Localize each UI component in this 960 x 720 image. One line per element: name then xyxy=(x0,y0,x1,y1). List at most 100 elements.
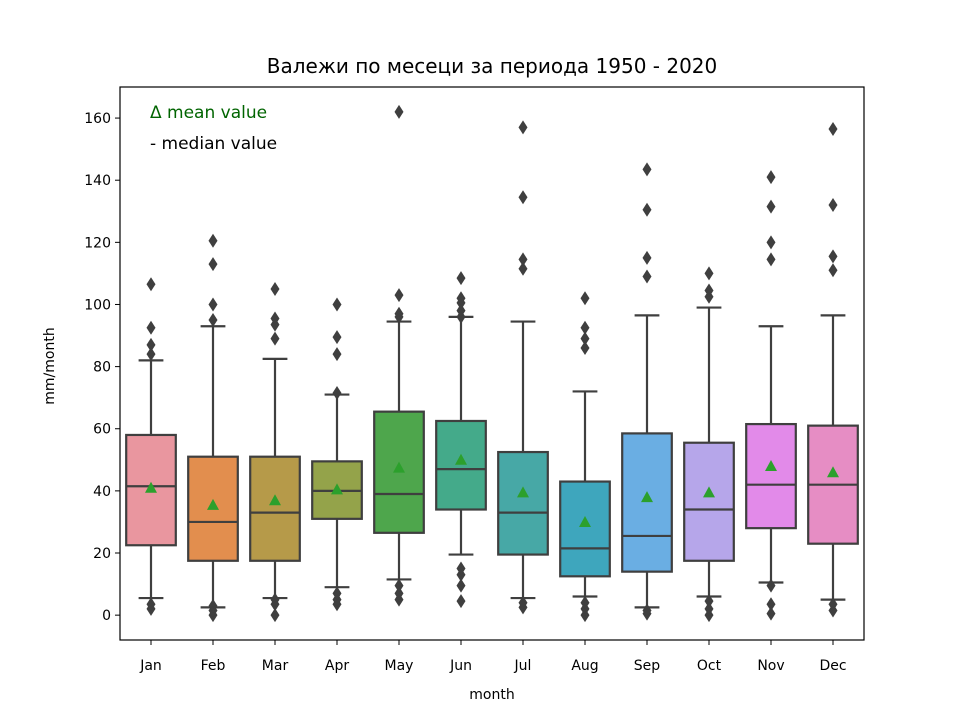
x-tick-label: Dec xyxy=(819,658,846,674)
legend-mean-annotation: Δ mean value xyxy=(150,103,267,123)
outlier-point xyxy=(394,306,404,321)
box-group-feb xyxy=(187,233,239,623)
outlier-point xyxy=(456,561,466,576)
outlier-point xyxy=(518,595,528,610)
outlier-point xyxy=(642,269,652,284)
y-tick-label: 60 xyxy=(93,422,111,438)
box-group-jan xyxy=(125,277,177,616)
x-tick-label: Jul xyxy=(514,658,532,674)
outlier-point xyxy=(828,121,838,136)
outlier-point xyxy=(518,261,528,276)
outlier-point xyxy=(456,303,466,318)
outlier-point xyxy=(704,266,714,281)
y-tick-label: 120 xyxy=(84,235,111,251)
outlier-point xyxy=(580,595,590,610)
outlier-point xyxy=(270,331,280,346)
y-tick-label: 160 xyxy=(84,111,111,127)
outlier-point xyxy=(394,586,404,601)
outlier-point xyxy=(642,603,652,618)
outlier-point xyxy=(828,263,838,278)
iqr-box xyxy=(621,432,673,573)
box-group-jun xyxy=(435,271,487,609)
outlier-point xyxy=(704,601,714,616)
outlier-point xyxy=(146,320,156,335)
y-tick-label: 100 xyxy=(84,297,111,313)
y-tick-label: 0 xyxy=(102,608,111,624)
outlier-point xyxy=(332,347,342,362)
y-tick-label: 20 xyxy=(93,546,111,562)
outlier-point xyxy=(704,283,714,298)
outlier-point xyxy=(208,233,218,248)
outlier-point xyxy=(270,592,280,607)
outlier-point xyxy=(580,320,590,335)
x-tick-label: Jun xyxy=(449,658,472,674)
box-group-may xyxy=(373,104,425,607)
y-axis: 0 20 40 60 80 100 120 140 160 xyxy=(84,111,120,624)
outlier-point xyxy=(580,291,590,306)
mean-marker xyxy=(517,486,529,498)
outlier-point xyxy=(580,340,590,355)
box-group-mar xyxy=(249,281,301,623)
mean-marker xyxy=(145,481,157,493)
outlier-point xyxy=(146,597,156,612)
outlier-point xyxy=(766,597,776,612)
iqr-box xyxy=(249,455,301,562)
outlier-point xyxy=(208,598,218,613)
outlier-point xyxy=(456,594,466,609)
box-group-oct xyxy=(683,266,735,623)
x-tick-label: Nov xyxy=(757,658,784,674)
x-tick-label: Apr xyxy=(325,658,349,674)
outlier-point xyxy=(518,120,528,135)
mean-marker xyxy=(579,515,591,527)
outlier-point xyxy=(580,331,590,346)
outlier-point xyxy=(642,250,652,265)
box-group-sep xyxy=(621,162,673,621)
box-group-dec xyxy=(807,121,859,618)
outlier-point xyxy=(394,288,404,303)
outlier-point xyxy=(456,578,466,593)
outlier-point xyxy=(332,386,342,401)
y-axis-label: mm/month xyxy=(42,327,58,404)
x-axis-label: month xyxy=(469,687,514,703)
outlier-point xyxy=(828,198,838,213)
box-group-nov xyxy=(745,170,797,621)
x-tick-label: Aug xyxy=(571,658,598,674)
mean-marker xyxy=(269,494,281,506)
outlier-point xyxy=(208,257,218,272)
outlier-point xyxy=(332,330,342,345)
y-tick-label: 40 xyxy=(93,484,111,500)
x-tick-label: May xyxy=(385,658,414,674)
outlier-point xyxy=(270,311,280,326)
outlier-point xyxy=(270,608,280,623)
outlier-point xyxy=(146,347,156,362)
outlier-point xyxy=(766,199,776,214)
outlier-point xyxy=(828,597,838,612)
mean-marker xyxy=(393,461,405,473)
chart-title: Валежи по месеци за периода 1950 - 2020 xyxy=(267,54,718,78)
x-tick-label: Oct xyxy=(697,658,722,674)
outlier-point xyxy=(642,162,652,177)
box-group-apr xyxy=(311,297,363,612)
x-tick-label: Sep xyxy=(634,658,661,674)
mean-marker xyxy=(765,460,777,472)
outlier-point xyxy=(828,249,838,264)
outlier-point xyxy=(518,252,528,267)
outlier-point xyxy=(208,313,218,328)
outlier-point xyxy=(394,104,404,119)
legend-median-annotation: - median value xyxy=(150,134,277,154)
y-tick-label: 140 xyxy=(84,173,111,189)
outlier-point xyxy=(642,202,652,217)
mean-marker xyxy=(207,498,219,510)
iqr-box xyxy=(559,480,611,578)
x-tick-label: Feb xyxy=(201,658,226,674)
outlier-point xyxy=(146,337,156,352)
outlier-point xyxy=(208,297,218,312)
box-group-aug xyxy=(559,291,611,623)
outlier-point xyxy=(766,235,776,250)
outlier-point xyxy=(332,586,342,601)
outlier-point xyxy=(766,170,776,185)
plot-frame xyxy=(119,86,865,641)
mean-marker xyxy=(331,483,343,495)
iqr-box xyxy=(745,422,797,530)
